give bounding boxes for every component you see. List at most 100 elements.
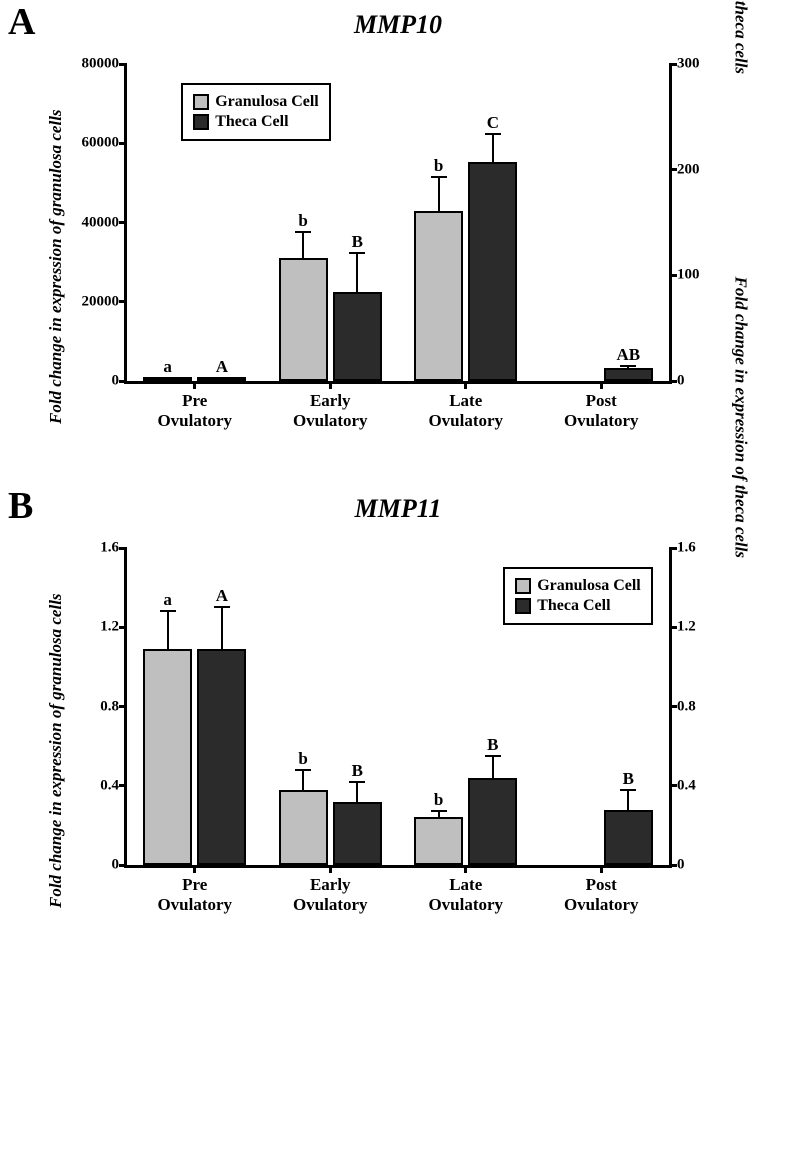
legend-label: Granulosa Cell xyxy=(215,93,319,111)
tick-mark xyxy=(669,274,677,277)
y-tick-right: 300 xyxy=(669,56,727,73)
significance-label: a xyxy=(163,590,172,610)
significance-label: a xyxy=(163,357,172,377)
y-tick-right: 1.2 xyxy=(669,619,727,636)
bar: B xyxy=(333,292,382,381)
bar: B xyxy=(333,802,382,865)
tick-mark xyxy=(119,547,127,550)
y-tick-left: 0 xyxy=(59,857,127,874)
chart-wrap: Fold change in expression of granulosa c… xyxy=(28,44,768,454)
error-bar xyxy=(356,254,358,294)
y-tick-right: 0.8 xyxy=(669,698,727,715)
x-tick xyxy=(464,865,467,873)
y-tick-left: 20000 xyxy=(59,293,127,310)
y-tick-left: 0 xyxy=(59,373,127,390)
error-bar xyxy=(438,178,440,213)
legend-swatch xyxy=(193,114,209,130)
panel-letter: A xyxy=(8,0,35,44)
error-bar xyxy=(438,812,440,819)
tick-mark xyxy=(119,300,127,303)
x-tick xyxy=(193,865,196,873)
error-bar xyxy=(302,233,304,260)
significance-label: B xyxy=(352,761,363,781)
bar: B xyxy=(604,810,653,865)
tick-mark xyxy=(669,705,677,708)
x-tick xyxy=(193,381,196,389)
y-tick-right: 0 xyxy=(669,857,727,874)
error-bar xyxy=(627,791,629,811)
bar: C xyxy=(468,162,517,381)
y-tick-right: 100 xyxy=(669,267,727,284)
error-bar xyxy=(221,608,223,651)
bar: b xyxy=(279,790,328,865)
chart-title: MMP11 xyxy=(28,494,768,524)
significance-label: B xyxy=(623,769,634,789)
bar: a xyxy=(143,377,192,381)
legend-label: Granulosa Cell xyxy=(537,577,641,595)
significance-label: b xyxy=(434,790,443,810)
y-tick-left: 1.2 xyxy=(59,619,127,636)
panel-a: A MMP10 Fold change in expression of granu… xyxy=(28,10,768,454)
legend: Granulosa Cell Theca Cell xyxy=(503,567,653,625)
tick-mark xyxy=(669,63,677,66)
tick-mark xyxy=(669,626,677,629)
tick-mark xyxy=(669,864,677,867)
tick-mark xyxy=(119,142,127,145)
legend-swatch xyxy=(515,598,531,614)
legend-item: Granulosa Cell xyxy=(193,93,319,111)
y-tick-left: 0.4 xyxy=(59,777,127,794)
significance-label: b xyxy=(298,211,307,231)
tick-mark xyxy=(119,221,127,224)
error-bar xyxy=(356,783,358,803)
error-bar xyxy=(302,771,304,792)
bar: b xyxy=(279,258,328,381)
y-axis-label-right: Fold change in expression of theca cells xyxy=(730,0,750,74)
legend-label: Theca Cell xyxy=(537,597,610,615)
bar: b xyxy=(414,211,463,381)
bar: A xyxy=(197,649,246,865)
tick-mark xyxy=(669,168,677,171)
significance-label: A xyxy=(216,586,228,606)
tick-mark xyxy=(669,784,677,787)
error-bar xyxy=(492,135,494,164)
panel-letter: B xyxy=(8,484,33,528)
chart-wrap: Fold change in expression of granulosa c… xyxy=(28,528,768,938)
tick-mark xyxy=(119,626,127,629)
figure: AMMP10Fold change in expression of granu… xyxy=(0,0,796,998)
plot-area: 00.40.81.21.600.40.81.21.6PreOvulatoryaA… xyxy=(124,548,672,868)
error-bar xyxy=(492,757,494,780)
x-tick xyxy=(600,381,603,389)
y-tick-left: 1.6 xyxy=(59,540,127,557)
legend-swatch xyxy=(515,578,531,594)
bar: b xyxy=(414,817,463,865)
plot-area: 0200004000060000800000100200300PreOvulat… xyxy=(124,64,672,384)
bar: B xyxy=(468,778,517,865)
y-tick-left: 0.8 xyxy=(59,698,127,715)
tick-mark xyxy=(669,547,677,550)
legend: Granulosa Cell Theca Cell xyxy=(181,83,331,141)
tick-mark xyxy=(119,864,127,867)
significance-label: b xyxy=(298,749,307,769)
y-tick-right: 1.6 xyxy=(669,540,727,557)
error-bar xyxy=(167,612,169,651)
y-tick-left: 60000 xyxy=(59,135,127,152)
bar: a xyxy=(143,649,192,865)
legend-swatch xyxy=(193,94,209,110)
error-bar xyxy=(627,367,629,371)
y-tick-right: 0.4 xyxy=(669,777,727,794)
y-tick-right: 200 xyxy=(669,161,727,178)
bar: AB xyxy=(604,368,653,381)
significance-label: C xyxy=(487,113,499,133)
significance-label: A xyxy=(216,357,228,377)
x-tick xyxy=(600,865,603,873)
panel-b: B MMP11 Fold change in expression of granu… xyxy=(28,494,768,938)
x-tick xyxy=(464,381,467,389)
chart-title: MMP10 xyxy=(28,10,768,40)
legend-item: Theca Cell xyxy=(193,113,319,131)
x-tick xyxy=(329,865,332,873)
significance-label: AB xyxy=(617,345,641,365)
tick-mark xyxy=(119,63,127,66)
significance-label: b xyxy=(434,156,443,176)
y-tick-left: 40000 xyxy=(59,214,127,231)
y-tick-left: 80000 xyxy=(59,56,127,73)
